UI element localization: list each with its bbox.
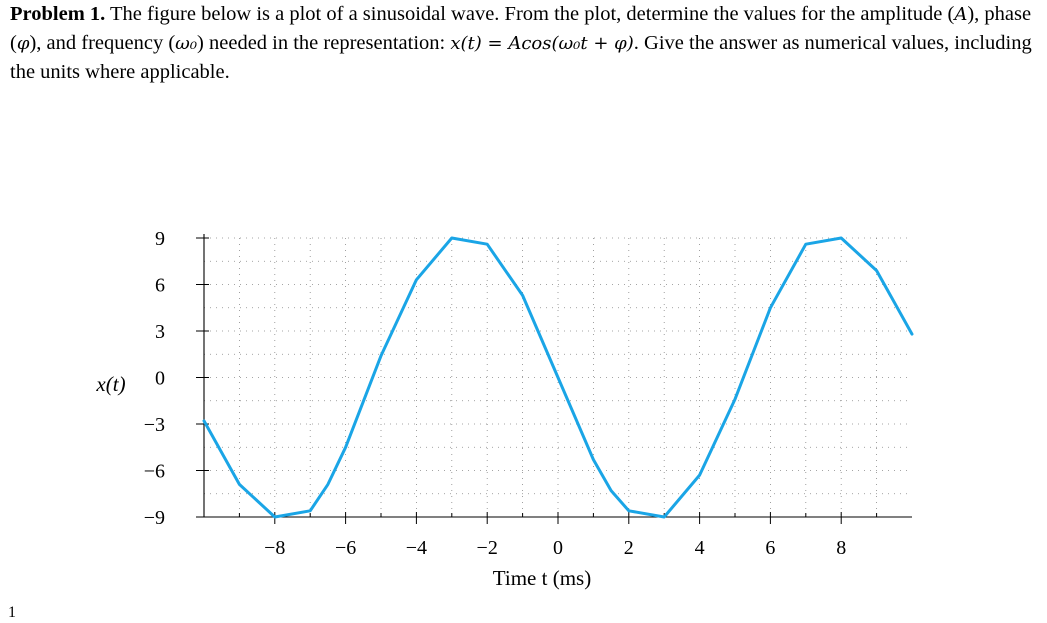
x-tick-label: −6 (335, 537, 356, 559)
x-tick-label: 2 (624, 537, 634, 559)
problem-label: Problem 1. (10, 3, 106, 25)
amplitude-symbol: A (954, 4, 968, 25)
representation-equation: x(t) = Acos(ω₀t + φ) (450, 33, 634, 54)
x-tick-label: 8 (836, 537, 846, 559)
y-tick-label: −6 (144, 461, 165, 483)
y-axis-label: x(t) (95, 372, 125, 396)
tick-labels: −8 −6 −4 −2 0 2 4 6 8 9 6 3 0 −3 −6 −9 (144, 228, 846, 559)
x-axis-label: Time t (ms) (493, 566, 591, 590)
problem-statement: Problem 1. The figure below is a plot of… (10, 0, 1040, 87)
x-tick-label: 4 (695, 537, 705, 559)
y-tick-label: 9 (155, 228, 165, 250)
problem-text-1: The figure below is a plot of a sinusoid… (105, 3, 955, 25)
tick-marks (196, 237, 878, 524)
y-tick-label: −9 (144, 507, 165, 529)
problem-text-4: ) needed in the representation: (197, 32, 451, 54)
series-layer (202, 236, 914, 519)
y-tick-label: 3 (155, 321, 165, 343)
x-tick-label: −4 (406, 537, 427, 559)
y-tick-label: 0 (155, 368, 165, 390)
y-tick-label: 6 (155, 275, 165, 297)
problem-text-5: . Give the answer as numerical values, i… (10, 32, 1032, 83)
problem-text-2: ), phase ( (10, 3, 1032, 54)
phase-symbol: φ (16, 33, 30, 54)
frequency-symbol: ω₀ (175, 33, 198, 54)
y-tick-label: −3 (144, 414, 165, 436)
problem-text-3: ), and frequency ( (29, 32, 176, 54)
x-tick-label: 6 (765, 537, 775, 559)
x-tick-label: −8 (264, 537, 285, 559)
x-tick-label: 0 (553, 537, 563, 559)
x-tick-label: −2 (477, 537, 498, 559)
page-number: 1 (8, 604, 16, 621)
